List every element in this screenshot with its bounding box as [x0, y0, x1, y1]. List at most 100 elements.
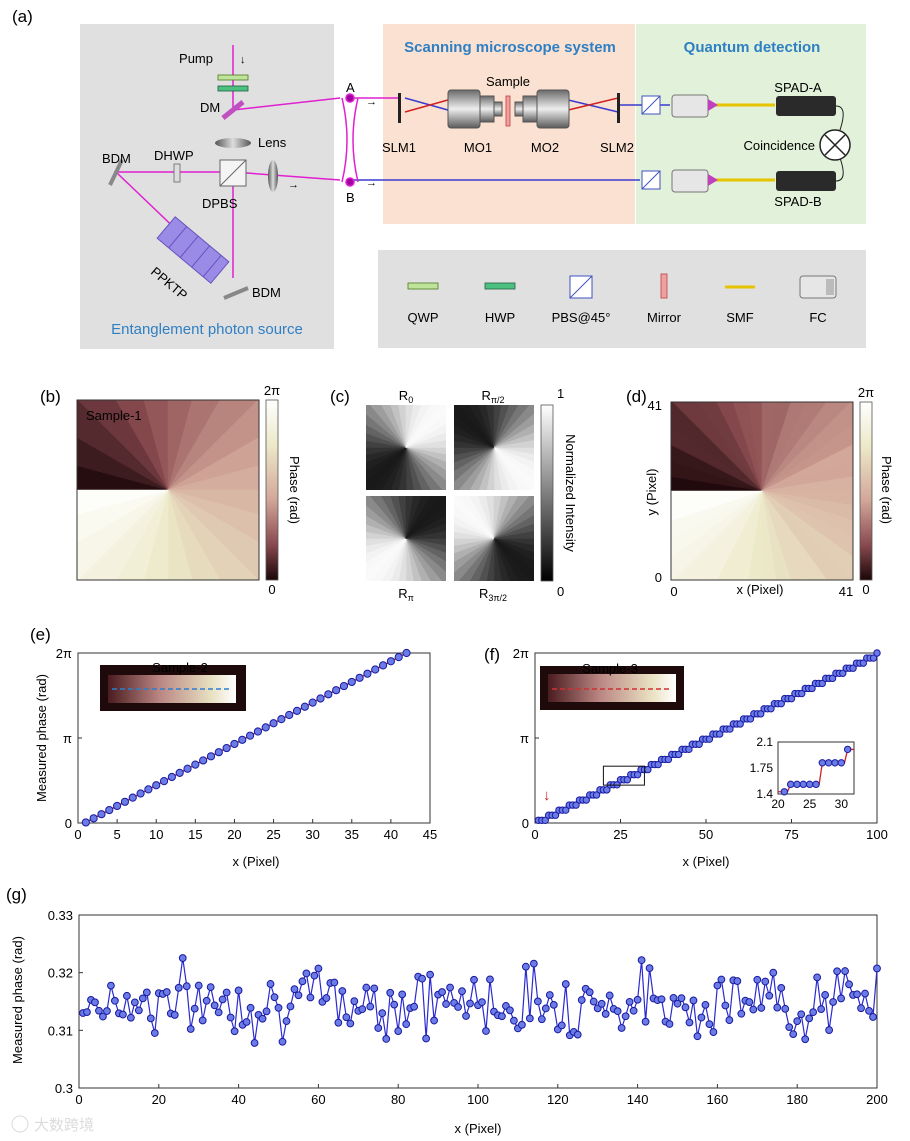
data-point [245, 731, 255, 740]
svg-text:大数跨境: 大数跨境 [34, 1116, 94, 1134]
slm2-label: SLM2 [600, 140, 634, 155]
fc-b [671, 169, 718, 193]
data-point [797, 1010, 806, 1019]
data-point [394, 1027, 403, 1035]
panel-d-letter: (d) [626, 387, 647, 406]
data-point [715, 730, 724, 738]
data-point [438, 988, 446, 996]
panel-c-colorbar [540, 404, 554, 582]
data-point [118, 1010, 127, 1019]
data-point [107, 981, 115, 990]
data-point [695, 740, 703, 748]
data-point [162, 988, 171, 996]
data-point [529, 959, 538, 968]
sample-slide [505, 95, 511, 127]
bdm2-label: BDM [252, 285, 281, 300]
data-point [818, 679, 826, 688]
panel-d-colorbar [859, 401, 873, 581]
data-point [366, 1002, 375, 1011]
panel-a-letter: (a) [12, 7, 33, 26]
data-point [330, 978, 339, 987]
x-tick-label: 15 [188, 827, 202, 842]
intensity-r-pi [366, 496, 446, 581]
data-point [623, 776, 632, 784]
data-point [737, 1009, 746, 1018]
x-tick-label: 75 [784, 827, 798, 842]
source-box [80, 24, 334, 349]
intensity-wedge [454, 447, 495, 455]
coincidence-icon [819, 129, 851, 161]
data-point [869, 1013, 877, 1021]
x-tick-label: 10 [149, 827, 163, 842]
coincidence-label: Coincidence [743, 138, 815, 153]
data-point [697, 1013, 706, 1022]
x-tick-label: 0 [74, 827, 81, 842]
spad-a-label: SPAD-A [774, 80, 822, 95]
sample-2-inset [100, 665, 246, 711]
data-point [174, 983, 183, 992]
panel-b-cbar-top: 2π [264, 383, 280, 398]
data-point [270, 993, 279, 1002]
data-point [83, 1008, 91, 1017]
zoom-x-tick-label: 20 [771, 797, 785, 811]
legend-fc-label: FC [809, 310, 826, 325]
legend-pbs-symbol [569, 275, 593, 299]
data-point [533, 997, 542, 1006]
panel-c-cbar-bottom: 0 [557, 584, 564, 599]
data-point [214, 1008, 223, 1017]
red-arrow-icon: ↓ [543, 787, 551, 804]
zoom-x-tick-label: 25 [803, 797, 817, 811]
data-point [292, 706, 302, 715]
data-point [226, 1013, 235, 1022]
data-point [605, 991, 614, 1000]
data-point [637, 956, 646, 965]
panel-d-cbar-label: Phase (rad) [879, 456, 894, 524]
intensity-wedge [493, 440, 534, 448]
data-point [285, 710, 294, 720]
ppktp-crystal [156, 216, 230, 284]
lens-vertical [268, 160, 278, 192]
data-point [486, 975, 494, 984]
y-tick-label: π [520, 731, 529, 746]
data-point [194, 981, 203, 990]
panel-c-cbar-label: Normalized Intensity [563, 434, 578, 552]
data-point [805, 1014, 814, 1023]
bdm-mirror-1 [108, 159, 124, 186]
data-point [765, 991, 774, 1000]
data-point [767, 705, 775, 713]
data-point [837, 994, 845, 1003]
x-tick-label: 120 [547, 1092, 569, 1107]
data-point [721, 1001, 730, 1010]
data-point [843, 745, 852, 754]
zoom-y-tick-label: 2.1 [756, 735, 773, 749]
data-point [597, 999, 606, 1008]
data-point [621, 1012, 630, 1021]
data-point [199, 756, 208, 765]
data-point [342, 1013, 351, 1022]
port-a-label: A [346, 80, 355, 95]
data-point [222, 743, 231, 753]
data-point [825, 1026, 834, 1034]
sample-1-phase-map [77, 400, 259, 580]
data-point [521, 962, 530, 971]
panel-b-cbar-label: Phase (rad) [287, 456, 302, 524]
slm2-element [617, 93, 620, 123]
y-tick-label: 0.31 [48, 1023, 73, 1038]
data-point [510, 1016, 518, 1025]
data-point [332, 686, 341, 695]
data-point [831, 759, 839, 767]
data-point [853, 990, 861, 999]
data-point [517, 1020, 526, 1029]
data-point [769, 968, 778, 977]
data-point [789, 1030, 798, 1039]
intensity-wedge [405, 531, 446, 539]
data-point [370, 984, 379, 993]
data-point [206, 752, 216, 761]
data-point [347, 677, 356, 687]
data-point [745, 998, 754, 1006]
data-point [152, 781, 161, 790]
fc-a [671, 94, 718, 118]
data-point [470, 975, 478, 984]
x-tick-label: 200 [866, 1092, 888, 1107]
data-point [753, 975, 762, 984]
